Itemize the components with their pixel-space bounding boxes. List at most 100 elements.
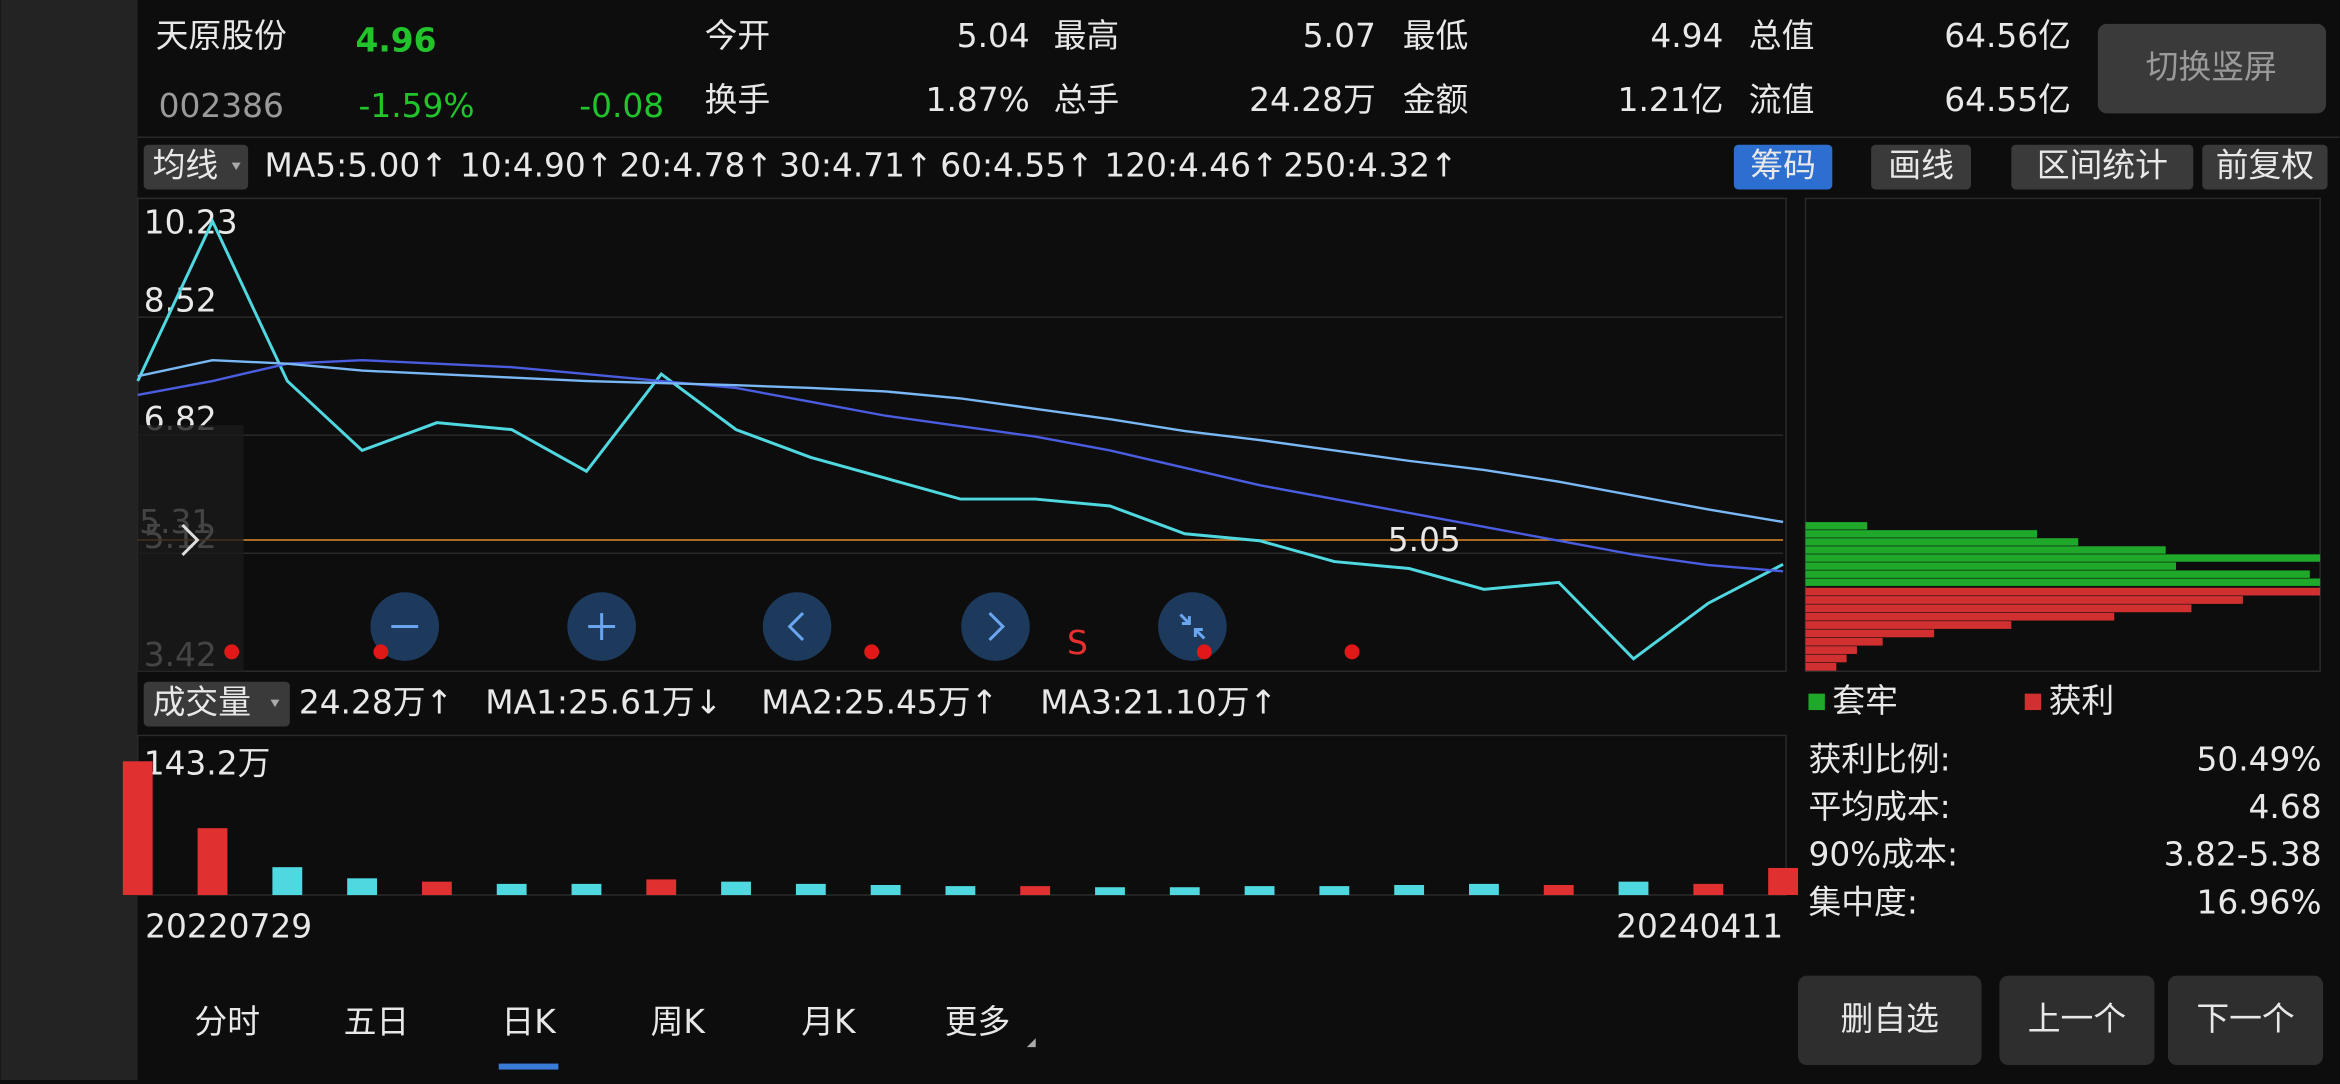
stock-name: 天原股份 xyxy=(156,17,287,55)
orientation-button[interactable] xyxy=(2097,23,2327,114)
chip-stat-value: 50.49% xyxy=(2197,740,2322,778)
volume-ma-item: 24.28万↑ xyxy=(299,684,453,722)
chip-bar-profit xyxy=(1805,587,2321,596)
stat-value: 24.28万 xyxy=(1249,81,1376,119)
period-tab[interactable]: 更多 xyxy=(945,1003,1011,1041)
chips-frame xyxy=(1804,197,2321,673)
chip-stat-value: 16.96% xyxy=(2197,883,2322,921)
period-tab[interactable]: 分时 xyxy=(194,1003,260,1041)
signal-dot xyxy=(1196,644,1212,660)
volume-bar xyxy=(347,878,378,896)
tool-button[interactable] xyxy=(1871,144,1972,190)
volume-bar xyxy=(795,883,826,896)
stat-value: 1.87% xyxy=(926,81,1030,119)
chip-bar-trapped xyxy=(1805,562,2177,570)
stat-value: 64.56亿 xyxy=(1944,17,2071,55)
stat-label: 总值 xyxy=(1749,17,1815,55)
ma-item: 120:4.46↑ xyxy=(1104,147,1278,185)
ma-item: MA5:5.00↑ xyxy=(265,147,448,185)
stock-code: 002386 xyxy=(159,87,284,125)
signal-marker: S xyxy=(1067,624,1088,662)
tool-button[interactable] xyxy=(2202,144,2328,190)
volume-selector[interactable] xyxy=(143,681,290,727)
chip-stat-value: 3.82-5.38 xyxy=(2164,836,2322,874)
stat-label: 最低 xyxy=(1403,17,1469,55)
ma-selector-label: 均线 xyxy=(153,147,219,185)
volume-bar xyxy=(721,881,751,896)
chart-control[interactable] xyxy=(1158,592,1227,661)
chip-bar-profit xyxy=(1805,596,2243,604)
ma-item: 30:4.71↑ xyxy=(779,147,932,185)
stat-label: 换手 xyxy=(705,81,771,119)
chip-bar-trapped xyxy=(1805,578,2321,586)
chip-stat-label: 获利比例: xyxy=(1808,740,1950,778)
period-tab[interactable]: 五日 xyxy=(344,1003,410,1041)
chart-control[interactable] xyxy=(961,592,1030,661)
chip-bar-trapped xyxy=(1805,530,2038,538)
period-tab[interactable]: 日K xyxy=(501,1003,557,1041)
volume-bar xyxy=(1020,886,1051,896)
volume-bar xyxy=(197,828,228,896)
dropdown-arrow xyxy=(231,162,241,171)
signal-dot xyxy=(1344,644,1360,660)
dropdown-arrow xyxy=(270,699,280,708)
price: 4.96 xyxy=(356,21,437,59)
chip-bar-profit xyxy=(1805,604,2192,613)
x-label: 20240411 xyxy=(1616,907,1783,945)
stat-label: 总手 xyxy=(1054,81,1120,119)
ma-item: 250:4.32↑ xyxy=(1283,147,1457,185)
volume-bar xyxy=(945,886,976,896)
volume-bar xyxy=(870,884,901,896)
price-line xyxy=(137,358,1784,573)
nav-button[interactable] xyxy=(2167,975,2324,1066)
volume-bar xyxy=(1095,887,1125,896)
tool-button-label: 前复权 xyxy=(2216,147,2314,185)
chip-bar-profit xyxy=(1805,629,1935,638)
chip-bar-trapped xyxy=(1805,522,1868,530)
stat-label: 金额 xyxy=(1403,81,1469,119)
stat-value: 64.55亿 xyxy=(1944,81,2071,119)
legend-swatch xyxy=(1808,693,1825,711)
price-line xyxy=(136,217,1784,661)
expand-icon xyxy=(181,524,200,556)
price-line xyxy=(137,358,1784,524)
period-tab[interactable]: 月K xyxy=(801,1003,857,1041)
chip-bar-trapped xyxy=(1805,538,2079,546)
volume-bar xyxy=(1244,886,1275,896)
volume-ma-item: MA2:25.45万↑ xyxy=(761,684,998,722)
tool-button[interactable] xyxy=(2011,144,2194,190)
volume-bar xyxy=(571,883,602,896)
chip-bar-profit xyxy=(1805,621,2012,629)
stat-value: 5.04 xyxy=(957,17,1030,55)
nav-button-label: 下一个 xyxy=(2196,1000,2294,1038)
change: -0.08 xyxy=(579,87,664,125)
volume-bar xyxy=(646,879,677,896)
y-tick-label: 10.23 xyxy=(144,203,238,241)
volume-bar xyxy=(496,883,527,896)
tool-button[interactable] xyxy=(1733,144,1833,190)
nav-button[interactable] xyxy=(1798,975,1982,1066)
x-label: 20220729 xyxy=(145,907,312,945)
orientation-label: 切换竖屏 xyxy=(2146,48,2277,86)
nav-button[interactable] xyxy=(1999,975,2155,1066)
signal-dot xyxy=(864,644,880,660)
volume-bar xyxy=(421,881,452,896)
tool-button-label: 区间统计 xyxy=(2037,147,2168,185)
change-pct: -1.59% xyxy=(359,87,475,125)
stat-value: 4.94 xyxy=(1650,17,1723,55)
chip-stat-label: 集中度: xyxy=(1808,883,1917,921)
volume-bar xyxy=(272,867,303,896)
volume-ma-item: MA1:25.61万↓ xyxy=(485,684,722,722)
ma-selector[interactable] xyxy=(143,144,249,190)
chip-bar-trapped xyxy=(1805,546,2166,554)
period-tab[interactable]: 周K xyxy=(651,1003,707,1041)
stat-value: 5.07 xyxy=(1303,17,1376,55)
legend-label: 套牢 xyxy=(1832,682,1898,720)
volume-bar xyxy=(1469,883,1499,896)
chart-control[interactable] xyxy=(762,592,832,661)
control-icon xyxy=(588,613,616,640)
signal-dot xyxy=(373,644,389,660)
more-arrow xyxy=(1026,1038,1036,1048)
legend-swatch xyxy=(2024,693,2042,711)
